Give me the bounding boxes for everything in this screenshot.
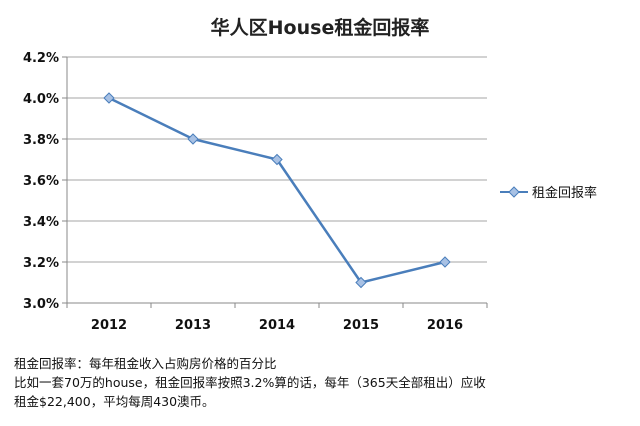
x-axis-ticks: 2012 2013 2014 2015 2016 xyxy=(66,303,488,333)
y-tick-label: 3.2% xyxy=(23,256,59,271)
chart-title: 华人区House租金回报率 xyxy=(211,16,430,39)
data-point xyxy=(439,256,451,268)
data-point xyxy=(187,133,199,145)
y-axis-ticks: 3.0% 3.2% 3.4% 3.6% 3.8% 4.0% 4.2% xyxy=(23,51,67,312)
chart: 华人区House租金回报率 3.0% 3.2% 3.4% 3.6% 3.8% 4.0% 4.… xyxy=(23,16,597,333)
y-tick-label: 3.8% xyxy=(23,133,59,148)
data-point xyxy=(103,92,115,104)
series-layer xyxy=(103,92,451,289)
x-tick-label: 2014 xyxy=(259,318,295,333)
x-tick-label: 2016 xyxy=(427,318,463,333)
legend-label: 租金回报率 xyxy=(532,185,597,201)
gridlines xyxy=(67,56,487,263)
y-tick-label: 3.4% xyxy=(23,215,59,230)
line-chart: 华人区House租金回报率 3.0% 3.2% 3.4% 3.6% 3.8% 4.0% 4.… xyxy=(23,16,597,333)
y-tick-label: 4.0% xyxy=(23,92,59,107)
y-tick-label: 4.2% xyxy=(23,51,59,66)
x-tick-label: 2012 xyxy=(91,318,127,333)
data-point xyxy=(271,153,283,166)
caption-line-1: 租金回报率：每年租金收入占购房价格的百分比 xyxy=(14,356,277,371)
legend-marker xyxy=(508,186,520,198)
y-tick-label: 3.6% xyxy=(23,174,59,189)
x-tick-label: 2013 xyxy=(175,318,211,333)
data-point xyxy=(355,276,367,289)
x-tick-label: 2015 xyxy=(343,318,379,333)
caption-line-2: 比如一套70万的house，租金回报率按照3.2%算的话，每年（365天全部租出… xyxy=(14,375,486,390)
caption-line-3: 租金$22,400，平均每周430澳币。 xyxy=(14,394,215,409)
caption: 租金回报率：每年租金收入占购房价格的百分比 比如一套70万的house，租金回报… xyxy=(14,354,626,411)
legend: 租金回报率 xyxy=(500,185,597,201)
y-tick-label: 3.0% xyxy=(23,297,59,312)
series-line xyxy=(108,96,446,284)
